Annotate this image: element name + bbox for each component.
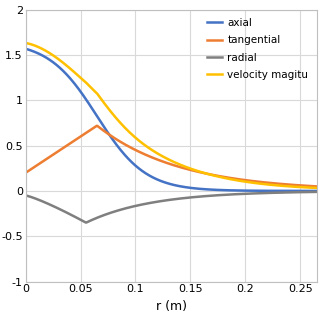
radial	[164, 198, 168, 202]
Line: radial: radial	[26, 192, 317, 222]
radial	[197, 195, 201, 198]
radial	[182, 196, 186, 200]
velocity magitu	[24, 41, 28, 45]
tangential	[315, 184, 319, 188]
radial	[308, 190, 312, 194]
axial	[308, 189, 312, 193]
tangential	[263, 180, 267, 184]
axial	[181, 185, 185, 189]
radial	[315, 190, 319, 194]
Line: axial: axial	[26, 49, 317, 191]
tangential	[24, 171, 28, 175]
axial	[24, 47, 28, 51]
tangential	[182, 166, 186, 170]
axial	[315, 189, 319, 193]
tangential	[163, 160, 166, 164]
velocity magitu	[181, 164, 185, 168]
tangential	[308, 184, 312, 188]
axial	[162, 180, 166, 184]
velocity magitu	[162, 155, 166, 159]
velocity magitu	[197, 170, 201, 173]
Line: tangential: tangential	[26, 126, 317, 186]
velocity magitu	[315, 186, 319, 190]
axial	[262, 189, 266, 193]
Line: velocity magitu: velocity magitu	[26, 43, 317, 188]
velocity magitu	[308, 186, 312, 189]
tangential	[197, 170, 201, 174]
tangential	[95, 124, 99, 128]
radial	[163, 199, 166, 203]
axial	[197, 187, 201, 191]
velocity magitu	[262, 182, 266, 186]
Legend: axial, tangential, radial, velocity magitu: axial, tangential, radial, velocity magi…	[204, 15, 312, 83]
radial	[24, 194, 28, 197]
velocity magitu	[164, 156, 168, 160]
axial	[164, 181, 168, 185]
radial	[263, 191, 267, 195]
X-axis label: r (m): r (m)	[156, 300, 187, 313]
tangential	[164, 161, 168, 165]
radial	[84, 220, 88, 224]
